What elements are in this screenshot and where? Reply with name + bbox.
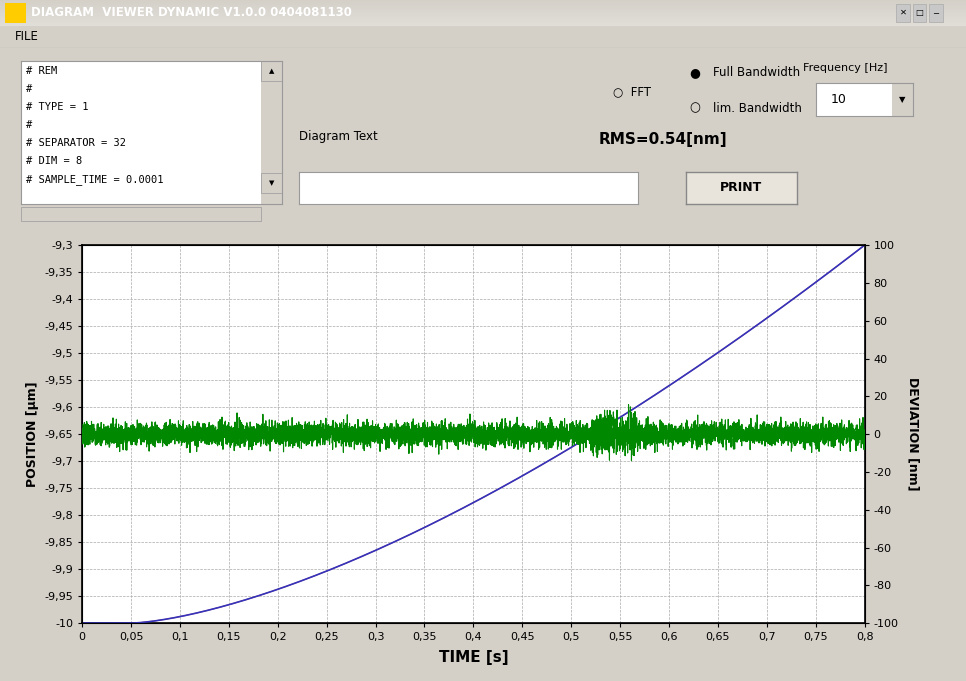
Bar	[892, 83, 913, 116]
Text: # SEPARATOR = 32: # SEPARATOR = 32	[26, 138, 127, 148]
Bar	[261, 173, 282, 193]
Bar	[0, 25, 966, 26]
Y-axis label: DEVIATION [nm]: DEVIATION [nm]	[907, 377, 920, 491]
Bar	[0, 18, 966, 20]
Text: # SAMPLE_TIME = 0.0001: # SAMPLE_TIME = 0.0001	[26, 174, 164, 185]
Text: ○: ○	[689, 101, 700, 114]
Text: Diagram Text: Diagram Text	[299, 130, 379, 143]
Text: FILE: FILE	[14, 30, 39, 44]
Text: □: □	[916, 8, 923, 17]
Bar	[261, 61, 282, 204]
Text: ▼: ▼	[269, 180, 274, 186]
Bar	[0, 23, 966, 25]
Bar	[0, 1, 966, 3]
Bar	[0, 16, 966, 17]
Text: ▲: ▲	[269, 68, 274, 74]
Y-axis label: POSITION [µm]: POSITION [µm]	[26, 381, 39, 487]
Bar	[21, 207, 261, 221]
Bar	[913, 4, 926, 22]
Bar	[0, 22, 966, 23]
X-axis label: TIME [s]: TIME [s]	[439, 650, 508, 665]
Text: ─: ─	[933, 8, 939, 17]
Text: # DIM = 8: # DIM = 8	[26, 157, 83, 166]
Text: Full Bandwidth: Full Bandwidth	[713, 66, 800, 79]
Bar	[0, 20, 966, 22]
Text: #: #	[26, 120, 33, 130]
Bar	[0, 4, 966, 5]
Bar	[0, 3, 966, 4]
Text: DIAGRAM  VIEWER DYNAMIC V1.0.0 0404081130: DIAGRAM VIEWER DYNAMIC V1.0.0 0404081130	[31, 6, 352, 19]
Text: 10: 10	[831, 93, 846, 106]
Bar	[0, 17, 966, 18]
Bar	[0, 9, 966, 10]
Bar	[0, 5, 966, 7]
Bar	[0, 14, 966, 16]
Bar	[0, 7, 966, 9]
Bar	[0, 12, 966, 13]
Text: PRINT: PRINT	[721, 181, 762, 195]
Text: # TYPE = 1: # TYPE = 1	[26, 102, 89, 112]
Text: ○  FFT: ○ FFT	[613, 85, 651, 99]
Bar	[929, 4, 943, 22]
Text: #: #	[26, 84, 33, 94]
Bar	[896, 4, 910, 22]
Bar	[0, 13, 966, 14]
Text: ▼: ▼	[899, 95, 905, 104]
Bar	[5, 3, 26, 23]
Text: # REM: # REM	[26, 65, 58, 76]
Text: ✕: ✕	[899, 8, 907, 17]
Text: Frequency [Hz]: Frequency [Hz]	[803, 63, 888, 73]
Bar	[261, 61, 282, 81]
Text: RMS=0.54[nm]: RMS=0.54[nm]	[599, 132, 727, 147]
Text: ●: ●	[689, 66, 700, 79]
Text: lim. Bandwidth: lim. Bandwidth	[713, 101, 802, 114]
Bar	[0, 0, 966, 1]
Bar	[0, 10, 966, 12]
